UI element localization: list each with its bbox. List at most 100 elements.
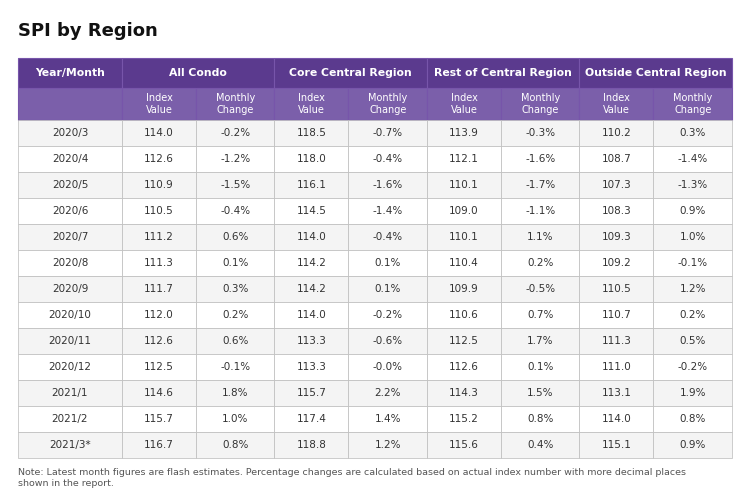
Text: 2020/7: 2020/7 <box>52 232 88 242</box>
Bar <box>274 146 349 172</box>
Bar <box>427 172 501 198</box>
Text: 0.9%: 0.9% <box>680 206 706 216</box>
Text: 0.4%: 0.4% <box>527 440 554 450</box>
Bar <box>349 354 427 380</box>
Text: 118.0: 118.0 <box>296 154 326 164</box>
Bar <box>653 354 732 380</box>
Text: 0.1%: 0.1% <box>374 284 401 294</box>
Bar <box>274 58 427 88</box>
Bar <box>274 198 349 224</box>
Bar <box>501 224 580 250</box>
Text: 109.3: 109.3 <box>602 232 632 242</box>
Bar <box>501 406 580 432</box>
Bar <box>349 302 427 328</box>
Text: 116.7: 116.7 <box>144 440 174 450</box>
Bar <box>349 198 427 224</box>
Bar <box>274 250 349 276</box>
Text: 1.0%: 1.0% <box>222 414 248 424</box>
Text: 111.3: 111.3 <box>144 258 174 268</box>
Text: 113.3: 113.3 <box>296 362 326 372</box>
Bar <box>653 146 732 172</box>
Text: -0.1%: -0.1% <box>678 258 708 268</box>
Bar <box>18 198 122 224</box>
Text: 112.0: 112.0 <box>144 310 174 320</box>
Text: 115.7: 115.7 <box>296 388 326 398</box>
Text: 108.3: 108.3 <box>602 206 632 216</box>
Text: 0.2%: 0.2% <box>222 310 248 320</box>
Text: 111.3: 111.3 <box>602 336 632 346</box>
Text: 0.3%: 0.3% <box>222 284 248 294</box>
Bar <box>653 276 732 302</box>
Text: 118.5: 118.5 <box>296 128 326 138</box>
Text: 110.2: 110.2 <box>602 128 632 138</box>
Bar <box>196 172 274 198</box>
Text: 1.1%: 1.1% <box>527 232 554 242</box>
Text: Index
Value: Index Value <box>451 93 478 115</box>
Bar <box>122 172 196 198</box>
Bar <box>122 354 196 380</box>
Text: 2020/3: 2020/3 <box>52 128 88 138</box>
Text: 118.8: 118.8 <box>296 440 326 450</box>
Bar <box>274 120 349 146</box>
Text: 112.6: 112.6 <box>144 154 174 164</box>
Text: 110.1: 110.1 <box>449 232 478 242</box>
Bar <box>122 276 196 302</box>
Bar <box>427 406 501 432</box>
Bar <box>427 354 501 380</box>
Text: 114.0: 114.0 <box>296 232 326 242</box>
Text: 2021/1: 2021/1 <box>52 388 88 398</box>
Bar <box>427 432 501 458</box>
Bar <box>18 172 122 198</box>
Bar <box>653 172 732 198</box>
Bar <box>122 328 196 354</box>
Text: 1.8%: 1.8% <box>222 388 248 398</box>
Text: 116.1: 116.1 <box>296 180 326 190</box>
Text: All Condo: All Condo <box>170 68 227 78</box>
Text: 111.7: 111.7 <box>144 284 174 294</box>
Text: -0.7%: -0.7% <box>373 128 403 138</box>
Bar <box>18 224 122 250</box>
Bar <box>274 354 349 380</box>
Text: -0.5%: -0.5% <box>525 284 555 294</box>
Bar <box>580 88 653 120</box>
Bar <box>349 276 427 302</box>
Text: 113.1: 113.1 <box>602 388 632 398</box>
Bar <box>274 172 349 198</box>
Text: 113.3: 113.3 <box>296 336 326 346</box>
Text: -0.3%: -0.3% <box>525 128 555 138</box>
Bar <box>196 302 274 328</box>
Bar <box>349 224 427 250</box>
Text: 2020/6: 2020/6 <box>52 206 88 216</box>
Bar <box>427 58 580 88</box>
Bar <box>18 120 122 146</box>
Bar <box>196 224 274 250</box>
Bar <box>122 146 196 172</box>
Bar <box>580 302 653 328</box>
Text: 1.2%: 1.2% <box>374 440 401 450</box>
Text: 114.0: 114.0 <box>296 310 326 320</box>
Bar <box>580 276 653 302</box>
Bar <box>580 380 653 406</box>
Bar <box>18 380 122 406</box>
Bar <box>122 432 196 458</box>
Text: 109.0: 109.0 <box>449 206 478 216</box>
Bar <box>122 224 196 250</box>
Text: 110.5: 110.5 <box>144 206 174 216</box>
Text: -1.6%: -1.6% <box>525 154 555 164</box>
Text: 0.8%: 0.8% <box>680 414 706 424</box>
Text: 109.9: 109.9 <box>449 284 478 294</box>
Text: Index
Value: Index Value <box>603 93 630 115</box>
Bar <box>196 276 274 302</box>
Text: 114.2: 114.2 <box>296 284 326 294</box>
Text: Monthly
Change: Monthly Change <box>215 93 255 115</box>
Text: -1.7%: -1.7% <box>525 180 555 190</box>
Bar <box>580 328 653 354</box>
Bar <box>274 328 349 354</box>
Text: -0.1%: -0.1% <box>220 362 251 372</box>
Text: 2020/11: 2020/11 <box>49 336 92 346</box>
Text: 1.0%: 1.0% <box>680 232 706 242</box>
Text: -1.4%: -1.4% <box>373 206 403 216</box>
Bar <box>427 380 501 406</box>
Bar <box>653 120 732 146</box>
Text: 1.9%: 1.9% <box>680 388 706 398</box>
